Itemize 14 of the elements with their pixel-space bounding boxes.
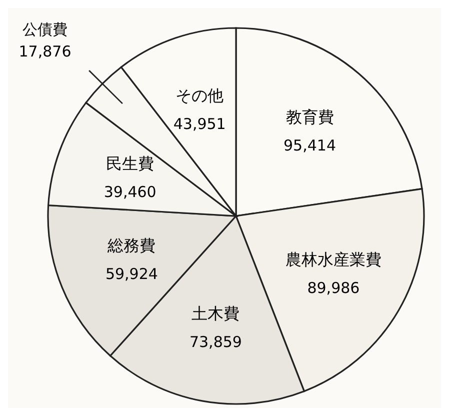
data-label: 43,951 (173, 115, 226, 134)
slice-label: 総務費 (106, 236, 156, 255)
data-label: 73,859 (189, 332, 242, 351)
slice-label: 農林水産業費 (285, 250, 382, 269)
data-label: 95,414 (284, 136, 336, 155)
data-label: 59,924 (105, 264, 158, 283)
data-label: 89,986 (307, 278, 360, 297)
data-label: 39,460 (104, 183, 156, 202)
slice-label: 教育費 (286, 108, 334, 127)
data-label: 17,876 (18, 42, 72, 61)
slice-label: 公債費 (22, 20, 68, 39)
slice-label: その他 (176, 86, 224, 106)
slice-label: 土木費 (192, 304, 240, 323)
slice-label: 民生費 (106, 154, 154, 174)
